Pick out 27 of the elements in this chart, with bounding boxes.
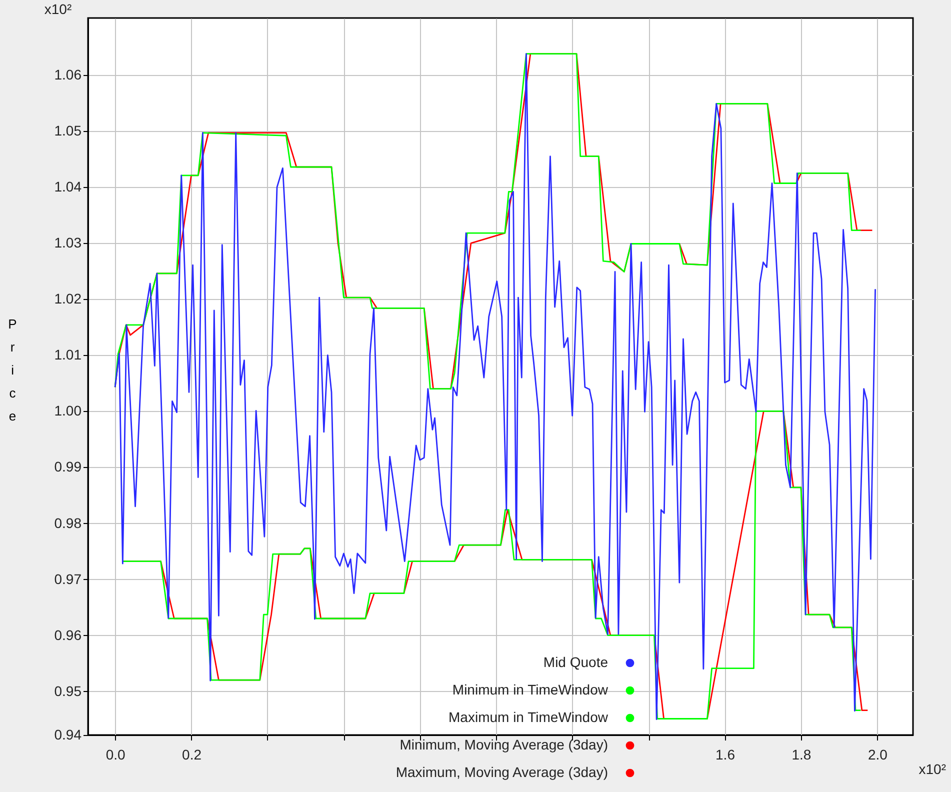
y-tick-label: 1.02 — [54, 290, 82, 307]
y-tick-label: 0.94 — [54, 726, 82, 742]
line-series — [114, 53, 876, 720]
y-tick-label: 0.99 — [54, 458, 82, 475]
x-tick-label: 1.6 — [716, 746, 736, 762]
x-tick-label: 1.8 — [792, 746, 812, 762]
y-axis-title: Price — [8, 316, 17, 424]
legend-label: Maximum, Moving Average (3day) — [396, 764, 608, 780]
legend-label: Minimum in TimeWindow — [452, 682, 609, 698]
legend-label: Mid Quote — [543, 654, 608, 670]
x-tick-label: 0.2 — [182, 746, 202, 762]
x-tick-label: 0.0 — [106, 746, 126, 762]
text: x10² — [44, 1, 72, 17]
y-tick-label: 0.98 — [54, 514, 82, 531]
x-tick-label: 2.0 — [868, 746, 888, 762]
legend-label: Minimum, Moving Average (3day) — [400, 736, 608, 752]
y-tick-label: 0.96 — [54, 626, 82, 643]
y-tick-label: 1.05 — [54, 122, 82, 139]
y-tick-label: 0.97 — [54, 570, 82, 587]
text: x10² — [918, 761, 946, 777]
y-tick-label: 1.06 — [54, 66, 82, 83]
y-tick-label: 1.01 — [54, 346, 82, 363]
y-tick-label: 1.03 — [54, 234, 82, 251]
legend-label: Maximum in TimeWindow — [448, 709, 609, 725]
y-tick-label: 1.04 — [54, 178, 82, 195]
y-tick-label: 1.00 — [54, 402, 82, 419]
y-tick-label: 0.95 — [54, 682, 82, 699]
